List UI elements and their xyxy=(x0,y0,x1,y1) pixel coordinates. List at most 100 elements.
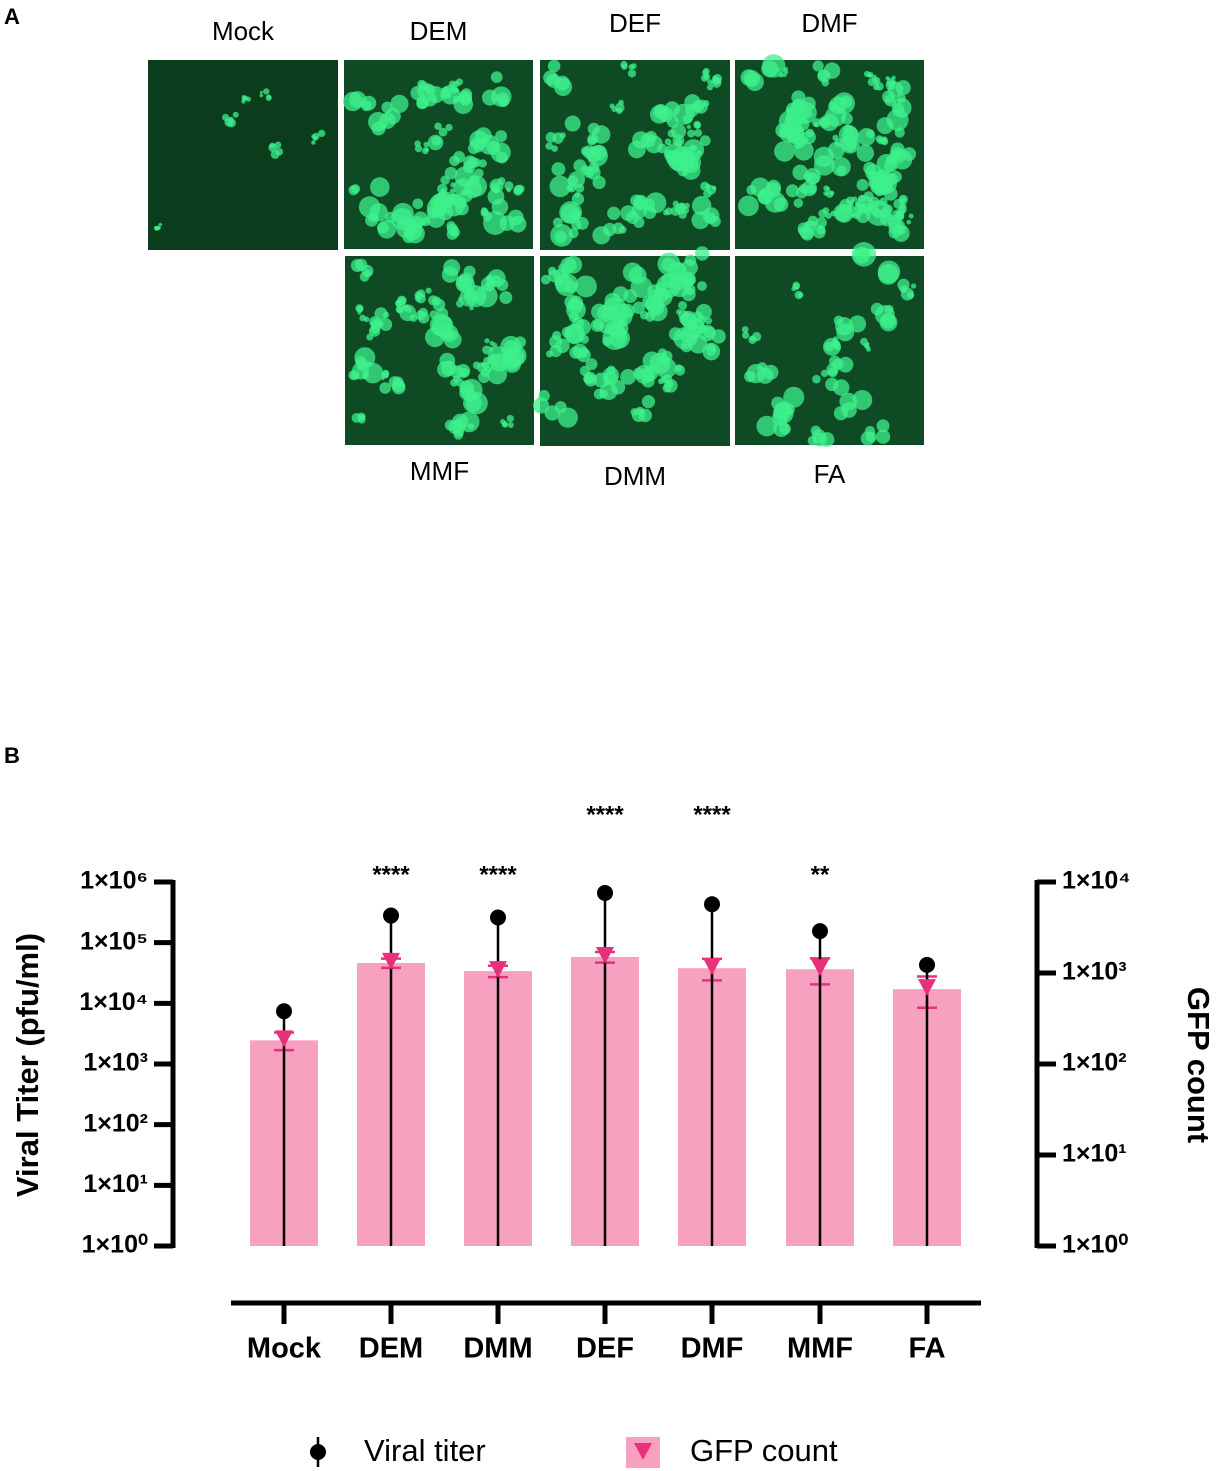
fluorescent-cell xyxy=(413,211,429,227)
fluorescent-cell xyxy=(797,227,805,235)
fluorescent-cell xyxy=(475,127,492,144)
y2-tick-label: 1×10³ xyxy=(1062,958,1127,986)
fluorescent-cell xyxy=(609,103,615,109)
fluorescent-cell xyxy=(819,432,835,447)
fluorescent-cell xyxy=(823,62,841,79)
fluorescent-cell xyxy=(232,111,239,118)
fluorescent-cell xyxy=(773,420,790,438)
fluorescent-cell xyxy=(158,222,163,227)
fluorescent-cell xyxy=(686,318,699,330)
fluorescent-cell xyxy=(452,95,460,104)
y2-tick-label: 1×10⁰ xyxy=(1062,1231,1128,1259)
fluorescent-cell xyxy=(895,80,911,96)
fluorescent-cell xyxy=(499,215,515,231)
fluorescent-cell xyxy=(863,70,871,78)
fluorescent-cell xyxy=(764,181,781,198)
fluorescent-cell xyxy=(694,122,701,129)
fluorescent-cell xyxy=(738,195,759,217)
micrographs xyxy=(148,54,924,447)
marker xyxy=(383,907,399,924)
fluorescent-cell xyxy=(459,367,470,378)
fluorescent-cell xyxy=(449,188,456,194)
image-label: DMF xyxy=(801,8,857,38)
fluorescent-cell xyxy=(513,186,523,196)
fluorescent-cell xyxy=(763,364,779,380)
fluorescent-cell xyxy=(396,295,407,306)
fluorescent-cell xyxy=(745,72,764,92)
fluorescent-cell xyxy=(831,156,851,177)
fluorescent-cell xyxy=(492,342,498,348)
fluorescent-cell xyxy=(582,145,596,159)
fluorescent-cell xyxy=(865,129,875,139)
fluorescent-cell xyxy=(558,263,568,273)
fluorescent-cell xyxy=(890,142,905,157)
fluorescent-cell xyxy=(379,318,393,331)
fluorescent-cell xyxy=(877,260,901,284)
fluorescent-cell xyxy=(431,136,442,147)
fluorescent-cell xyxy=(434,122,442,131)
fluorescent-cell xyxy=(673,103,695,125)
fluorescent-cell xyxy=(505,345,527,366)
image-label: Mock xyxy=(212,16,275,46)
fluorescent-cell xyxy=(664,207,673,216)
fluorescent-cell xyxy=(702,99,710,107)
y2-tick-label: 1×10² xyxy=(1062,1049,1127,1077)
fluorescent-cell xyxy=(833,315,844,326)
fluorescent-cell xyxy=(382,369,390,377)
fluorescent-cell xyxy=(259,90,263,94)
fluorescent-cell xyxy=(469,305,474,311)
fluorescent-cell xyxy=(532,397,550,414)
fluorescent-cell xyxy=(620,205,637,222)
fluorescent-cell xyxy=(425,287,432,294)
x-tick-label: DMF xyxy=(681,1333,744,1365)
fluorescent-cell xyxy=(812,374,821,384)
fluorescent-cell xyxy=(607,206,621,220)
image-label: DEM xyxy=(410,16,468,46)
fluorescent-cell xyxy=(350,184,361,194)
x-tick-label: Mock xyxy=(247,1333,322,1365)
fluorescent-cell xyxy=(362,362,384,384)
fluorescent-cell xyxy=(377,219,397,239)
fluorescent-cell xyxy=(593,318,605,330)
fluorescent-cell xyxy=(545,142,554,150)
fluorescent-cell xyxy=(448,80,456,88)
fluorescent-cell xyxy=(568,228,579,239)
fluorescent-cell xyxy=(703,73,711,81)
fluorescent-cell xyxy=(500,418,506,425)
fluorescent-cell xyxy=(462,191,467,196)
legend-symbol xyxy=(634,1443,652,1460)
y-tick-label: 1×10¹ xyxy=(83,1170,148,1198)
fluorescent-cell xyxy=(564,115,581,132)
x-tick-label: MMF xyxy=(787,1333,853,1365)
fluorescent-cell xyxy=(813,154,835,176)
fluorescent-cell xyxy=(712,185,717,191)
image-label: FA xyxy=(814,459,846,489)
fluorescent-cell xyxy=(446,228,459,240)
fluorescent-cell xyxy=(794,290,803,300)
fluorescent-cell xyxy=(478,159,487,168)
fluorescent-cell xyxy=(621,63,628,70)
fluorescent-cell xyxy=(805,128,815,138)
fluorescent-cell xyxy=(603,371,618,386)
fluorescent-cell xyxy=(418,81,429,92)
fluorescent-cell xyxy=(687,129,696,138)
fluorescent-cell xyxy=(428,295,439,306)
fluorescent-cell xyxy=(547,59,561,73)
fluorescent-cell xyxy=(888,227,900,239)
fluorescent-cell xyxy=(412,198,424,210)
fluorescent-cell xyxy=(682,139,705,161)
fluorescent-cell xyxy=(829,96,847,115)
fluorescent-cell xyxy=(783,69,789,75)
marker xyxy=(276,1003,292,1020)
significance-label: **** xyxy=(586,801,624,828)
fluorescent-cell xyxy=(666,150,683,167)
fluorescent-cell xyxy=(875,429,891,444)
marker xyxy=(703,958,721,976)
fluorescent-cell xyxy=(487,188,505,205)
fluorescent-cell xyxy=(475,284,498,308)
fluorescent-cell xyxy=(584,373,598,387)
fluorescent-cell xyxy=(703,189,712,198)
fluorescent-cell xyxy=(881,138,889,146)
fluorescent-cell xyxy=(898,194,908,205)
fluorescent-cell xyxy=(899,202,907,210)
